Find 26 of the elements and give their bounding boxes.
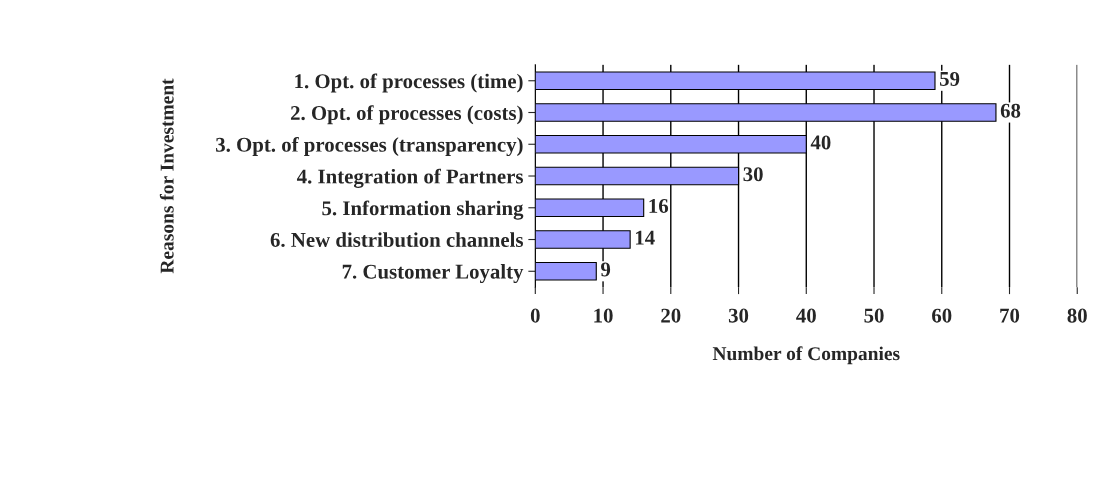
- x-tick-label: 10: [594, 308, 613, 323]
- y-tick-label: 1. Opt. of processes (time): [295, 73, 523, 93]
- x-tick-label: 0: [530, 308, 540, 323]
- x-tick-label: 70: [1000, 308, 1020, 323]
- data-label: 16: [649, 198, 669, 213]
- data-label: 9: [601, 262, 611, 277]
- data-label: 68: [1000, 103, 1021, 118]
- x-tick-label: 20: [661, 308, 681, 323]
- data-label: 30: [743, 167, 763, 182]
- y-axis-title: Reasons for Investment: [159, 78, 174, 274]
- y-tick-label: 5. Information sharing: [322, 200, 524, 220]
- x-tick-label: 40: [796, 308, 816, 323]
- data-label: 14: [635, 230, 655, 245]
- data-label: 59: [939, 71, 960, 86]
- x-axis-title: Number of Companies: [712, 346, 900, 365]
- y-tick-label: 4. Integration of Partners: [296, 168, 523, 188]
- x-tick-label: 50: [864, 308, 884, 323]
- y-tick-label: 3. Opt. of processes (transparency): [216, 136, 523, 157]
- x-tick-label: 60: [932, 308, 952, 323]
- bar: [535, 261, 597, 281]
- x-tick-label: 30: [728, 308, 749, 323]
- y-tick-label: 6. New distribution channels: [270, 232, 523, 248]
- y-tick-label: 2. Opt. of processes (costs): [290, 105, 523, 125]
- y-tick-label: 7. Customer Loyalty: [342, 264, 524, 283]
- data-label: 40: [810, 135, 831, 150]
- x-tick-label: 80: [1067, 308, 1087, 323]
